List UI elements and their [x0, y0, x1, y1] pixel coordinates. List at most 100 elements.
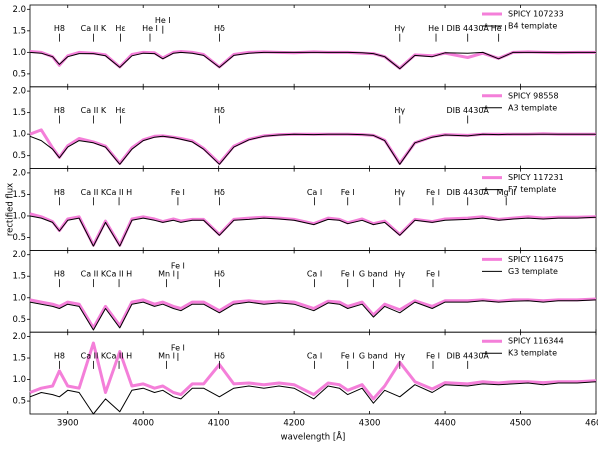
legend-label: SPICY 98558 [508, 91, 559, 100]
line-label: Mn I [158, 270, 175, 279]
line-label: Ca I [307, 188, 322, 197]
y-tick-label: 1.5 [12, 272, 26, 282]
y-tick-label: 2.0 [12, 87, 26, 97]
y-tick-label: 1.5 [12, 108, 26, 118]
legend-label: F7 template [508, 185, 556, 194]
y-tick-label: 1.0 [12, 293, 26, 303]
y-tick-label: 0.5 [12, 233, 26, 243]
line-label: G band [359, 270, 388, 279]
y-tick-label: 1.5 [12, 26, 26, 36]
line-label: He I [428, 24, 444, 33]
line-label: Ca II K [81, 188, 107, 197]
x-tick-label: 4600 [585, 419, 598, 429]
panel-frame [29, 331, 597, 415]
line-label: Mg II [497, 188, 516, 197]
line-label: Hδ [214, 270, 225, 279]
y-tick-label: 1.0 [12, 211, 26, 221]
line-label: DIB 4430Å [447, 22, 490, 33]
line-label: Hδ [214, 351, 225, 360]
line-label: Hγ [394, 106, 405, 115]
line-label: DIB 4430Å [447, 104, 490, 115]
spectrum-line [29, 299, 597, 331]
line-label: Fe I [426, 351, 440, 360]
line-label: He I [142, 24, 158, 33]
line-label: Ca II H [106, 270, 132, 279]
y-tick-label: 0.5 [12, 151, 26, 161]
legend-label: G3 template [508, 267, 558, 276]
line-label: Hγ [394, 270, 405, 279]
y-tick-label: 1.5 [12, 190, 26, 200]
line-label: Fe I [341, 351, 355, 360]
line-label: Fe I [426, 188, 440, 197]
line-label: Fe I [171, 188, 185, 197]
line-label: Fe I [171, 343, 185, 352]
legend-label: SPICY 117231 [508, 173, 564, 182]
line-label: Mn I [158, 351, 175, 360]
spectrum-line [29, 341, 597, 401]
y-tick-label: 0.5 [12, 315, 26, 325]
line-label: Hδ [214, 24, 225, 33]
line-label: Hδ [214, 106, 225, 115]
y-tick-label: 1.0 [12, 130, 26, 140]
line-label: Fe I [341, 270, 355, 279]
line-label: Hγ [394, 24, 405, 33]
line-label: DIB 4430Å [447, 349, 490, 360]
spectrum-line [29, 51, 596, 70]
line-label: H8 [54, 106, 65, 115]
legend-label: K3 template [508, 349, 557, 358]
line-label: Ca II K [81, 351, 107, 360]
line-label: Fe I [171, 262, 185, 271]
line-label: Hγ [394, 188, 405, 197]
line-label: Hδ [214, 188, 225, 197]
legend-label: SPICY 107233 [508, 10, 564, 19]
line-label: He I [155, 16, 171, 25]
line-label: Ca I [307, 351, 322, 360]
y-tick-label: 2.0 [12, 250, 26, 260]
line-label: Ca II K [81, 106, 107, 115]
y-tick-label: 0.5 [12, 69, 26, 79]
legend-label: A3 template [508, 103, 557, 112]
line-label: H8 [54, 270, 65, 279]
line-label: H8 [54, 24, 65, 33]
line-label: Hε [115, 106, 125, 115]
spectrum-line [29, 215, 597, 247]
x-tick-label: 4500 [510, 419, 532, 429]
y-tick-label: 2.0 [12, 5, 26, 15]
legend-label: SPICY 116344 [508, 337, 564, 346]
spectrum-line [29, 133, 596, 165]
y-tick-label: 2.0 [12, 168, 26, 178]
x-tick-label: 4300 [359, 419, 381, 429]
x-tick-label: 3900 [57, 419, 79, 429]
spectrum-line [29, 381, 597, 415]
line-label: Fe I [426, 270, 440, 279]
legend-label: B4 template [508, 22, 557, 31]
line-label: Fe I [341, 188, 355, 197]
line-label: Ca II H [106, 188, 132, 197]
line-label: He I [491, 24, 507, 33]
y-tick-label: 1.0 [12, 375, 26, 385]
line-label: Ca II H [106, 351, 132, 360]
line-label: G band [359, 351, 388, 360]
x-axis-label: wavelength [Å] [281, 431, 346, 443]
line-label: Ca II K [81, 270, 107, 279]
y-tick-label: 0.5 [12, 397, 26, 407]
line-label: DIB 4430Å [447, 186, 490, 197]
x-tick-label: 4100 [208, 419, 230, 429]
x-tick-label: 4400 [434, 419, 456, 429]
legend-label: SPICY 116475 [508, 255, 564, 264]
line-label: H8 [54, 351, 65, 360]
line-label: Ca I [307, 270, 322, 279]
y-tick-label: 1.5 [12, 354, 26, 364]
y-tick-label: 1.0 [12, 48, 26, 58]
spectrum-line [29, 50, 596, 70]
line-label: H8 [54, 188, 65, 197]
spectrum-line [29, 212, 597, 247]
x-tick-label: 4000 [132, 419, 154, 429]
spectrum-line [29, 297, 597, 330]
x-tick-label: 4200 [283, 419, 305, 429]
line-label: Hε [115, 24, 125, 33]
y-axis-label: rectified flux [6, 183, 16, 236]
line-label: Hγ [394, 351, 405, 360]
line-label: Ca II K [81, 24, 107, 33]
